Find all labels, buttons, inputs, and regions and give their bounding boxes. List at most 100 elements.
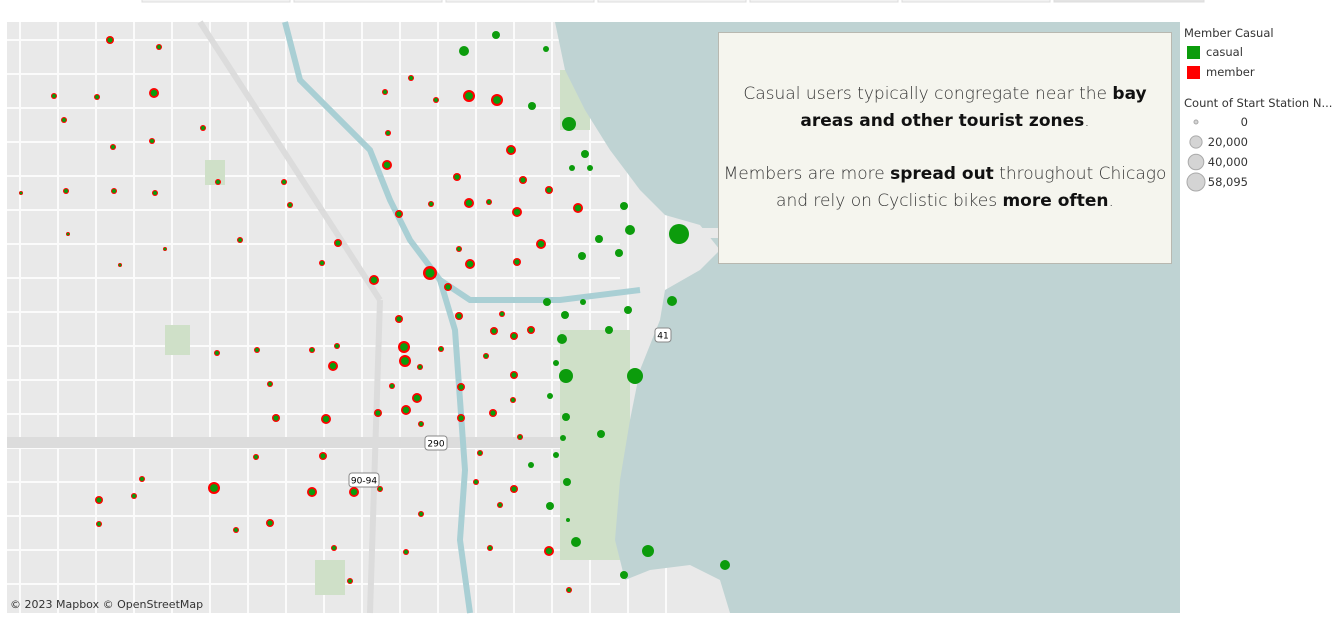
station-dot-casual	[419, 512, 423, 516]
station-dot-casual	[488, 546, 492, 550]
station-dot-casual	[390, 384, 394, 388]
station-dot-casual	[546, 502, 554, 510]
station-dot-casual	[511, 333, 517, 339]
station-dot-casual	[348, 579, 352, 583]
station-dot-casual	[97, 522, 101, 526]
station-dot-casual	[118, 263, 122, 267]
station-dot-casual	[500, 312, 504, 316]
station-dot-casual	[95, 95, 99, 99]
station-dot-casual	[597, 430, 605, 438]
station-dot-casual	[474, 480, 478, 484]
station-dot-casual	[567, 588, 571, 592]
station-dot-casual	[491, 328, 497, 334]
station-dot-casual	[132, 494, 136, 498]
station-dot-casual	[560, 435, 566, 441]
station-dot-casual	[201, 126, 205, 130]
size-legend-label: 0	[1241, 115, 1248, 129]
annotation-paragraph: Casual users typically congregate near t…	[723, 81, 1167, 135]
station-dot-casual	[458, 415, 464, 421]
station-dot-casual	[419, 422, 423, 426]
station-dot-casual	[434, 98, 438, 102]
station-dot-casual	[413, 394, 421, 402]
station-dot-casual	[255, 348, 259, 352]
station-dot-casual	[615, 249, 623, 257]
station-dot-casual	[518, 435, 522, 439]
annotation-text: .	[1108, 191, 1114, 211]
size-legend-label: 58,095	[1208, 175, 1248, 189]
station-dot-casual	[153, 191, 157, 195]
annotation-text: .	[1084, 111, 1090, 131]
annotation-text: bay areas and other tourist zones	[800, 84, 1147, 131]
station-dot-casual	[163, 247, 167, 251]
highway	[197, 20, 383, 302]
station-dot-casual	[107, 37, 113, 43]
station-dot-casual	[511, 372, 517, 378]
station-dot-casual	[254, 455, 258, 459]
highway-label: 90-94	[351, 477, 377, 487]
station-dot-casual	[559, 369, 573, 383]
station-dot-casual	[112, 189, 116, 193]
station-dot-casual	[19, 191, 23, 195]
station-dot-casual	[587, 165, 593, 171]
station-dot-casual	[238, 238, 242, 242]
station-dot-casual	[404, 550, 408, 554]
station-dots	[19, 31, 730, 593]
station-dot-casual	[624, 306, 632, 314]
station-dot-casual	[528, 102, 536, 110]
station-dot-casual	[620, 202, 628, 210]
legend-label: casual	[1206, 45, 1243, 59]
legend-swatch	[1187, 45, 1200, 59]
station-dot-casual	[605, 326, 613, 334]
station-dot-casual	[445, 284, 451, 290]
station-dot-casual	[580, 299, 586, 305]
station-dot-casual	[111, 145, 115, 149]
station-dot-casual	[370, 276, 378, 284]
legend-label: member	[1206, 65, 1255, 79]
station-dot-casual	[484, 354, 488, 358]
station-dot-casual	[396, 316, 402, 322]
station-dot-casual	[335, 344, 339, 348]
station-dot-casual	[157, 45, 161, 49]
station-dot-casual	[273, 415, 279, 421]
annotation-paragraph: Members are more spread out throughout C…	[723, 161, 1167, 215]
station-dot-casual	[329, 362, 337, 370]
legend-swatch	[1187, 65, 1200, 79]
annotation-text: throughout Chicago and rely on Cyclistic…	[776, 164, 1167, 211]
station-dot-casual	[454, 174, 460, 180]
station-dot-casual	[386, 131, 390, 135]
station-dot-casual	[642, 545, 654, 557]
station-dot-casual	[425, 268, 435, 278]
station-dot-casual	[383, 90, 387, 94]
legend-item: member	[1184, 62, 1334, 82]
station-dot-casual	[498, 503, 502, 507]
station-dot-casual	[465, 199, 473, 207]
station-dot-casual	[493, 96, 501, 104]
size-legend-circle	[1187, 153, 1205, 171]
highway-label: 41	[657, 332, 668, 342]
station-dot-casual	[465, 92, 473, 100]
station-dot-casual	[457, 247, 461, 251]
station-dot-casual	[210, 484, 218, 492]
station-dot-casual	[383, 161, 391, 169]
legend-item: casual	[1184, 42, 1334, 62]
station-dot-casual	[350, 488, 358, 496]
station-dot-casual	[507, 146, 515, 154]
station-dot-casual	[620, 571, 628, 579]
annotation: Casual users typically congregate near t…	[718, 32, 1172, 264]
station-dot-casual	[545, 547, 553, 555]
station-dot-casual	[64, 189, 68, 193]
station-dot-casual	[543, 46, 549, 52]
station-dot-casual	[215, 351, 219, 355]
station-dot-casual	[288, 203, 292, 207]
station-dot-casual	[310, 348, 314, 352]
size-legend-label: 40,000	[1208, 155, 1248, 169]
size-legend-circle	[1189, 135, 1203, 149]
station-dot-casual	[490, 410, 496, 416]
station-dot-casual	[553, 452, 559, 458]
station-dot-casual	[492, 31, 500, 39]
station-dot-casual	[563, 478, 571, 486]
station-dot-casual	[625, 225, 635, 235]
river	[282, 21, 641, 303]
station-dot-casual	[537, 240, 545, 248]
station-dot-casual	[322, 415, 330, 423]
